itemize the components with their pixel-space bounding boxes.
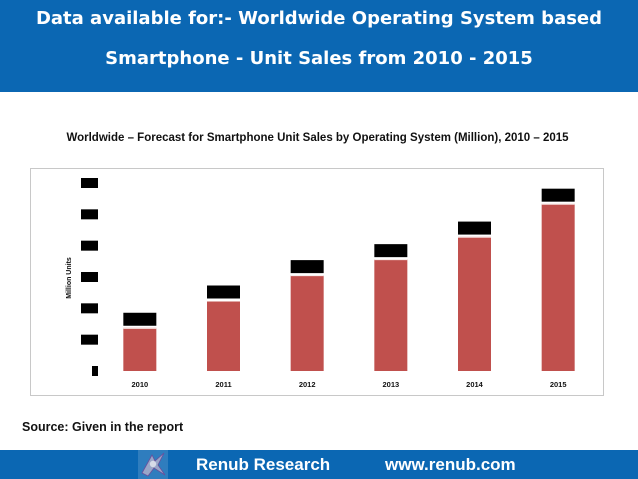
footer-banner <box>0 450 638 479</box>
bar-2014 <box>458 236 491 371</box>
bar-2013 <box>374 259 408 371</box>
y-axis-label: Million Units <box>66 257 73 299</box>
y-tick-label-redacted <box>81 240 98 251</box>
bar-2012 <box>290 275 324 371</box>
x-tick-label-2014: 2014 <box>466 380 484 389</box>
y-tick-label-redacted <box>81 209 98 220</box>
x-tick-label-2013: 2013 <box>382 380 399 389</box>
bar-2011 <box>207 300 240 371</box>
chart-title: Worldwide – Forecast for Smartphone Unit… <box>66 132 569 144</box>
value-label-redacted-2013 <box>374 244 408 258</box>
bar-2010 <box>123 327 157 371</box>
y-tick-label-redacted <box>81 272 98 282</box>
header-title-line-2: Smartphone - Unit Sales from 2010 - 2015 <box>105 48 533 69</box>
header-banner: Data available for:- Worldwide Operating… <box>0 0 638 92</box>
footer-url-link[interactable]: www.renub.com <box>385 455 516 474</box>
bar-series <box>123 203 575 371</box>
bar-2015 <box>541 203 575 371</box>
y-axis-ticks <box>81 178 98 376</box>
value-label-redacted-2014 <box>458 221 491 235</box>
source-note: Source: Given in the report <box>22 420 184 434</box>
y-tick-label-redacted <box>92 366 98 376</box>
value-label-redacted-2015 <box>541 188 575 202</box>
header-title-line-1: Data available for:- Worldwide Operating… <box>35 8 603 29</box>
chart-frame <box>30 168 604 396</box>
value-label-redacted-2010 <box>123 312 157 326</box>
value-labels <box>123 188 575 326</box>
x-axis-ticks: 2010 2011 2012 2013 2014 2015 <box>131 380 566 389</box>
value-label-redacted-2011 <box>207 285 240 299</box>
y-tick-label-redacted <box>81 334 98 345</box>
x-tick-label-2010: 2010 <box>131 380 148 389</box>
x-tick-label-2012: 2012 <box>299 380 316 389</box>
footer-company-name: Renub Research <box>196 455 331 474</box>
y-tick-label-redacted <box>81 303 98 314</box>
value-label-redacted-2012 <box>290 260 324 274</box>
y-tick-label-redacted <box>81 178 98 188</box>
renub-logo-icon <box>138 449 168 479</box>
x-tick-label-2011: 2011 <box>215 380 231 389</box>
x-tick-label-2015: 2015 <box>550 380 567 389</box>
